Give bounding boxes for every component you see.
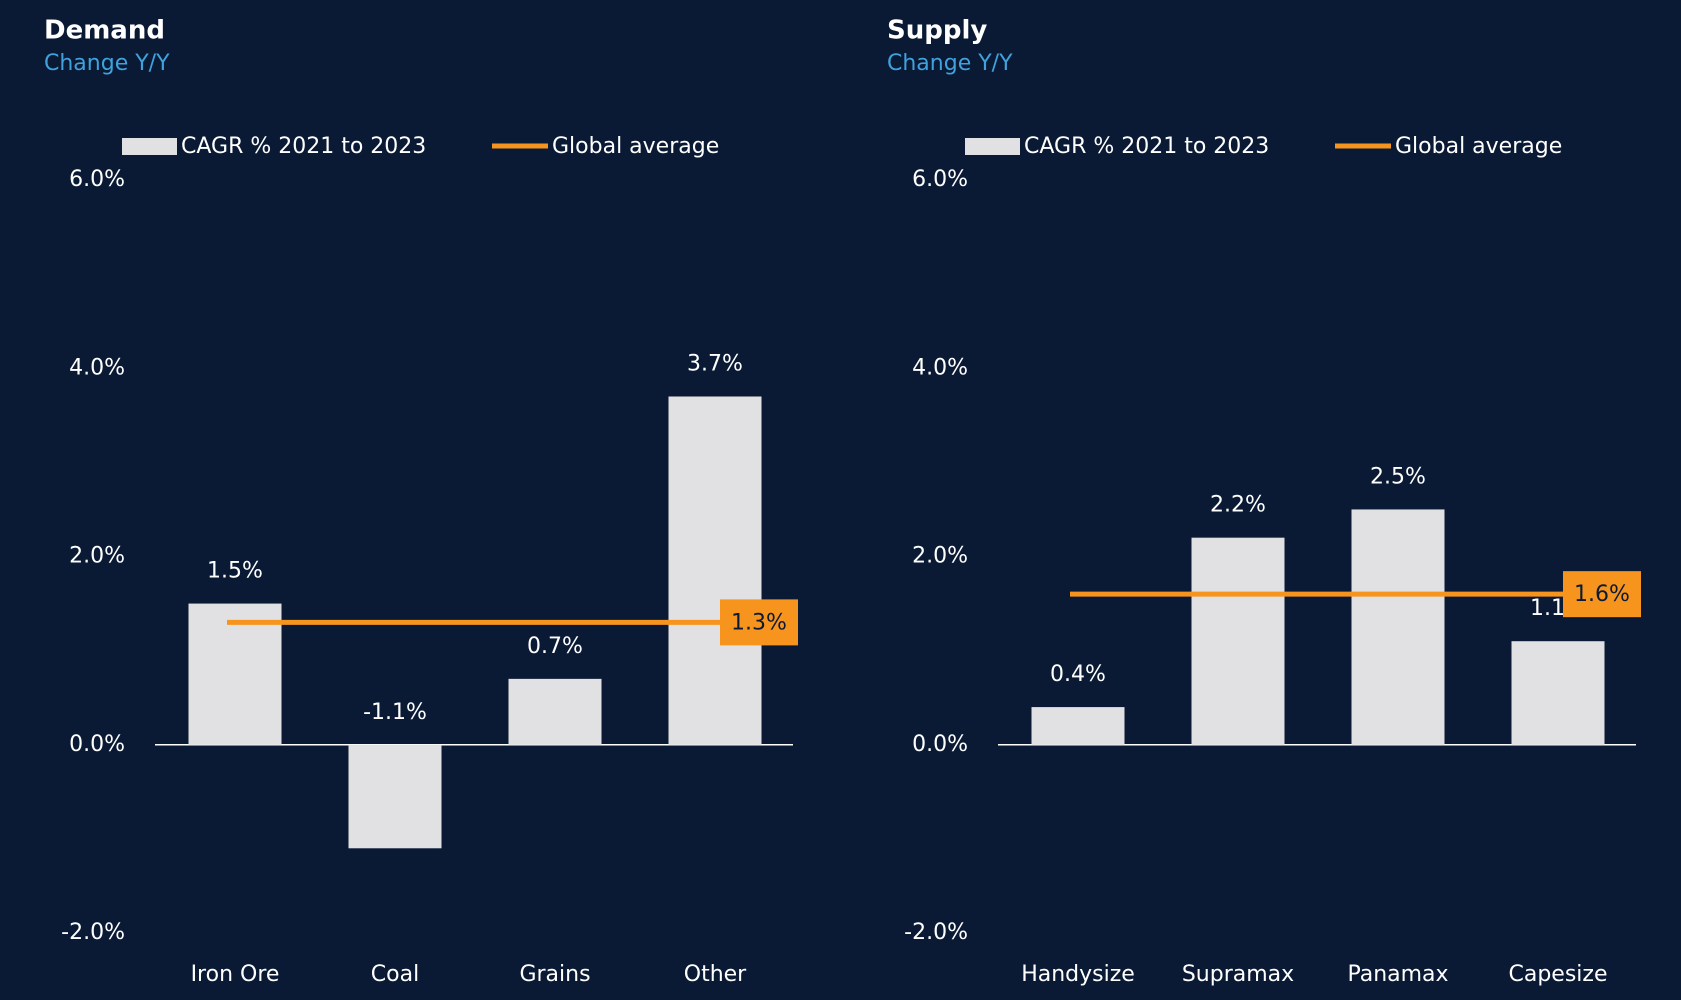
chart-subtitle: Change Y/Y — [887, 51, 1013, 76]
bar — [1191, 537, 1285, 745]
y-tick-label: 6.0% — [912, 167, 968, 192]
bar — [348, 744, 442, 849]
value-label: 3.7% — [687, 351, 743, 376]
value-label: 0.7% — [527, 634, 583, 659]
bar — [508, 678, 602, 745]
x-tick-label: Panamax — [1347, 962, 1448, 987]
legend-swatch — [122, 138, 177, 155]
bar — [1351, 509, 1445, 745]
y-tick-label: 2.0% — [912, 544, 968, 569]
legend-swatch — [965, 138, 1020, 155]
bar — [188, 603, 282, 745]
value-label: 2.5% — [1370, 464, 1426, 489]
average-label: 1.6% — [1574, 582, 1630, 607]
y-tick-label: 6.0% — [69, 167, 125, 192]
bar — [1031, 707, 1125, 745]
legend-label: CAGR % 2021 to 2023 — [1024, 134, 1269, 159]
x-tick-label: Supramax — [1182, 962, 1294, 987]
value-label: 2.2% — [1210, 493, 1266, 518]
y-tick-label: 0.0% — [69, 732, 125, 757]
bar — [1511, 641, 1605, 745]
x-tick-label: Grains — [519, 962, 590, 987]
x-tick-label: Capesize — [1509, 962, 1608, 987]
legend-label: CAGR % 2021 to 2023 — [181, 134, 426, 159]
chart-title: Demand — [44, 16, 165, 46]
y-tick-label: 0.0% — [912, 732, 968, 757]
average-label-box — [720, 599, 798, 646]
y-tick-label: -2.0% — [904, 920, 968, 945]
x-tick-label: Handysize — [1021, 962, 1135, 987]
y-tick-label: 4.0% — [69, 355, 125, 380]
y-tick-label: 4.0% — [912, 355, 968, 380]
average-label: 1.3% — [731, 610, 787, 635]
bar — [668, 396, 762, 745]
value-label: 0.4% — [1050, 662, 1106, 687]
chart-title: Supply — [887, 16, 987, 46]
x-tick-label: Other — [684, 962, 747, 987]
y-tick-label: -2.0% — [61, 920, 125, 945]
value-label: -1.1% — [363, 700, 427, 725]
average-label-box — [1563, 571, 1641, 618]
x-tick-label: Iron Ore — [191, 962, 280, 987]
legend-label: Global average — [1395, 134, 1562, 159]
legend-label: Global average — [552, 134, 719, 159]
chart-subtitle: Change Y/Y — [44, 51, 170, 76]
value-label: 1.5% — [207, 559, 263, 584]
y-tick-label: 2.0% — [69, 544, 125, 569]
x-tick-label: Coal — [371, 962, 419, 987]
